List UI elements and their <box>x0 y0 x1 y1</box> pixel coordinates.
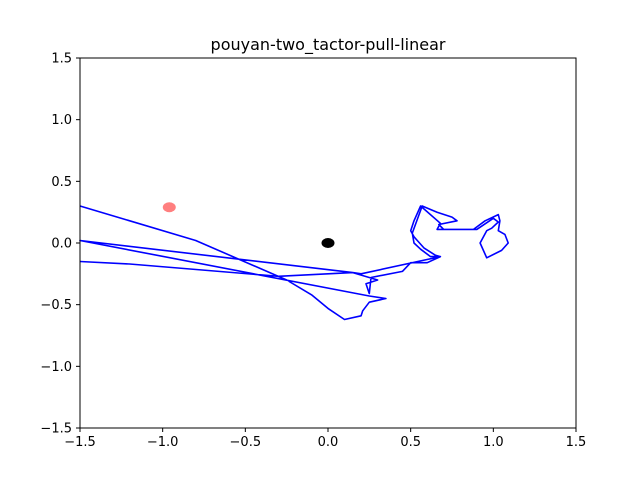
y-tick-label: 0.5 <box>51 175 72 190</box>
y-tick-label: 1.0 <box>51 113 72 128</box>
y-tick-label: 0.0 <box>51 237 72 252</box>
x-tick-label: −1.0 <box>147 435 179 450</box>
x-tick-label: −1.5 <box>64 435 96 450</box>
trajectory-line-0 <box>79 205 510 321</box>
x-tick-label: 0.5 <box>400 435 421 450</box>
x-tick-label: 1.5 <box>566 435 587 450</box>
y-tick-label: −0.5 <box>40 298 72 313</box>
plot-area <box>79 205 510 321</box>
chart-title: pouyan-two_tactor-pull-linear <box>211 35 446 55</box>
x-tick-label: −0.5 <box>230 435 262 450</box>
x-tick-label: 0.0 <box>318 435 339 450</box>
y-tick-label: −1.0 <box>40 360 72 375</box>
x-axis: −1.5 −1.0 −0.5 0.0 0.5 1.0 1.5 <box>64 428 586 450</box>
y-axis: −1.5 −1.0 −0.5 0.0 0.5 1.0 1.5 <box>40 52 80 437</box>
x-tick-label: 1.0 <box>483 435 504 450</box>
y-tick-label: 1.5 <box>51 52 72 67</box>
y-tick-label: −1.5 <box>40 422 72 437</box>
marker-point-1 <box>321 238 335 248</box>
markers-layer <box>162 202 335 248</box>
marker-point-0 <box>162 202 176 213</box>
